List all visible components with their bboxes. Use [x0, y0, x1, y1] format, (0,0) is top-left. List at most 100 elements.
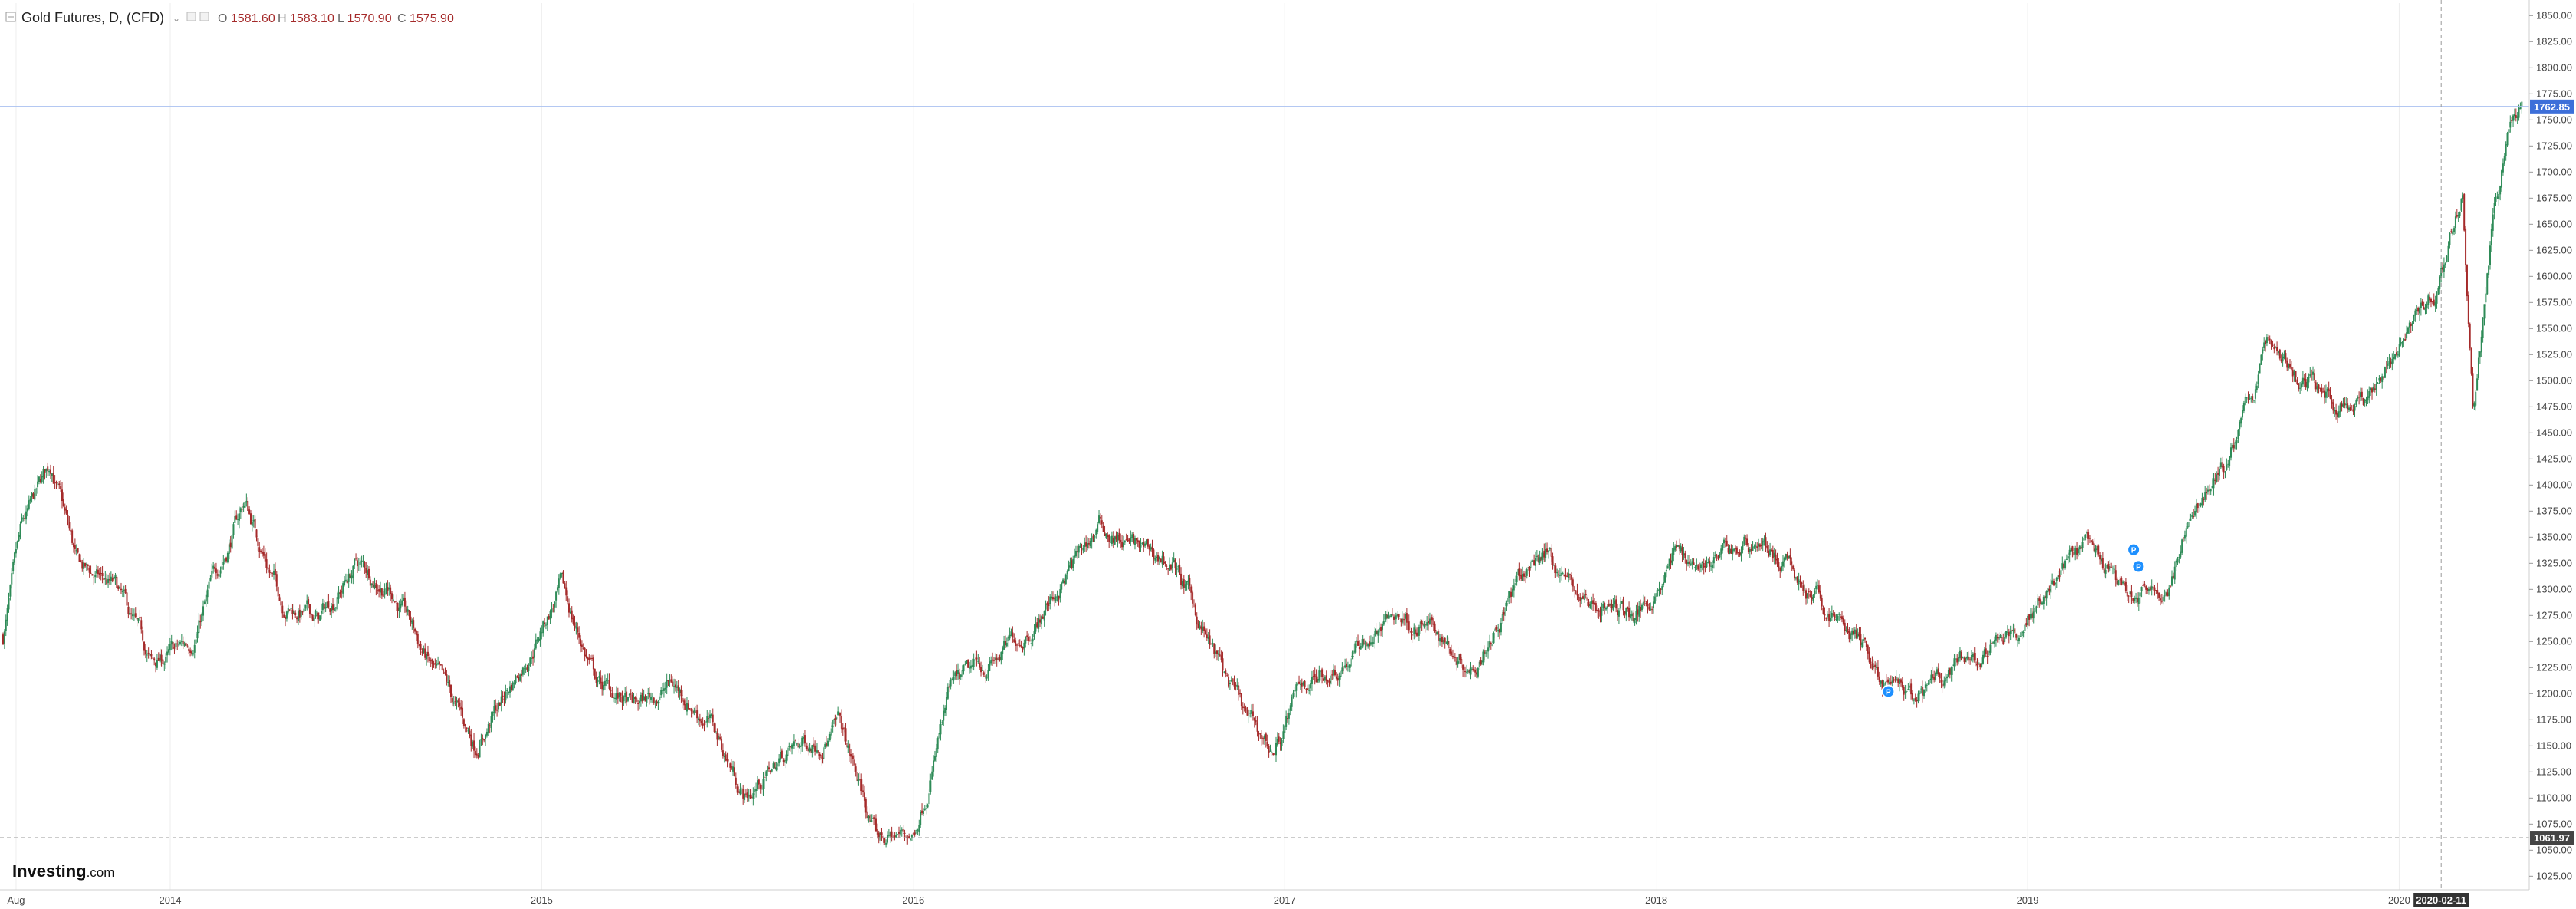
candle — [781, 748, 783, 759]
candle-body — [2097, 545, 2100, 555]
candle-body — [103, 578, 105, 580]
candle — [2047, 586, 2049, 595]
candle — [88, 565, 90, 578]
candle — [1828, 608, 1831, 627]
candle — [388, 582, 390, 596]
candle — [1689, 559, 1692, 566]
candle — [1558, 568, 1561, 583]
candle-body — [1068, 565, 1070, 571]
candle-body — [2381, 376, 2384, 383]
candle-body — [2212, 478, 2215, 489]
candle-body — [1335, 676, 1337, 679]
candle-body — [2208, 489, 2210, 491]
candle-body — [571, 610, 573, 620]
candle-body — [506, 690, 508, 692]
candle — [1210, 643, 1212, 645]
candle — [604, 674, 606, 690]
candle — [354, 558, 356, 569]
candle — [2351, 404, 2353, 411]
candle — [1115, 531, 1117, 542]
candle — [508, 680, 511, 698]
candle — [1347, 661, 1349, 672]
candle — [314, 609, 317, 619]
candle-body — [2109, 566, 2111, 571]
candle — [939, 719, 942, 741]
candle — [1153, 548, 1155, 565]
candle — [173, 643, 176, 655]
candle-body — [1452, 656, 1454, 657]
candle-body — [1064, 574, 1067, 585]
candle-body — [752, 793, 755, 799]
candle-body — [1693, 562, 1695, 565]
candle-body — [403, 597, 405, 601]
candle — [2342, 397, 2344, 408]
candle-body — [373, 584, 376, 588]
candle-body — [1285, 716, 1288, 727]
candle-body — [1091, 537, 1093, 542]
candle-body — [546, 616, 548, 625]
candle-body — [1151, 546, 1153, 552]
candle-body — [1360, 646, 1362, 650]
candle-body — [336, 597, 338, 610]
candle — [2181, 538, 2183, 555]
candle — [1624, 611, 1626, 619]
candle — [392, 594, 394, 602]
candle — [308, 604, 311, 618]
candle-body — [87, 565, 89, 566]
candle-body — [1779, 568, 1781, 571]
candle-body — [898, 832, 900, 834]
candle-body — [1054, 596, 1057, 601]
candle — [1322, 673, 1324, 682]
candle-body — [778, 758, 781, 764]
candle — [782, 757, 785, 766]
candle-body — [1719, 554, 1721, 558]
candle — [1569, 573, 1571, 581]
candle-body — [1472, 668, 1475, 670]
candle — [1137, 537, 1139, 547]
candle — [565, 581, 568, 601]
candle — [1749, 546, 1751, 558]
candle — [1579, 593, 1581, 608]
candle — [729, 762, 732, 772]
candle — [2203, 496, 2205, 506]
candle-body — [1769, 549, 1772, 556]
candle-body — [2032, 611, 2035, 619]
candle — [1262, 736, 1265, 745]
candle-body — [2086, 532, 2088, 534]
candle — [775, 762, 778, 772]
candle-body — [1392, 614, 1394, 616]
candle — [226, 551, 229, 564]
candle-body — [2168, 587, 2170, 597]
candle — [1202, 619, 1204, 634]
candle-body — [1656, 590, 1659, 591]
candle-body — [1301, 682, 1303, 687]
candle-body — [1143, 542, 1145, 547]
candle-body — [2173, 566, 2176, 580]
candle — [108, 572, 110, 585]
candle-body — [1048, 603, 1050, 607]
candle-body — [551, 608, 553, 613]
candle — [22, 515, 25, 522]
candle — [815, 743, 818, 754]
candle-body — [298, 609, 301, 618]
candle — [1459, 653, 1462, 664]
candle — [2006, 625, 2008, 636]
candle — [117, 585, 120, 591]
candle-body — [790, 746, 792, 748]
candle — [410, 611, 412, 627]
candle — [104, 571, 107, 585]
candle-body — [2006, 631, 2008, 633]
candle — [1462, 664, 1465, 677]
candle-body — [1346, 663, 1348, 667]
candle — [2365, 396, 2367, 407]
candle-body — [696, 710, 699, 719]
candle-body — [1627, 606, 1629, 610]
candle — [1747, 542, 1749, 555]
candle-body — [1022, 647, 1024, 650]
candle-body — [1233, 678, 1235, 687]
candle-body — [2134, 598, 2136, 601]
candle — [1827, 611, 1829, 621]
candle-body — [1334, 670, 1336, 676]
